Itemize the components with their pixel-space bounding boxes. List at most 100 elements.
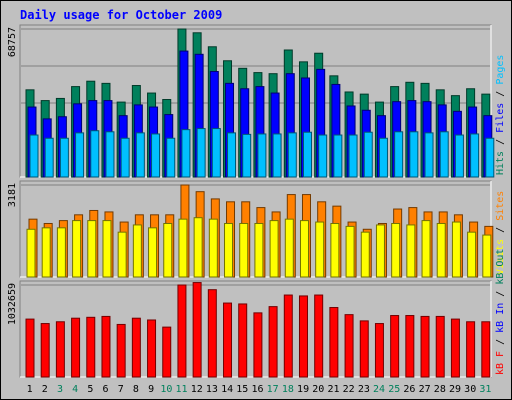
panel-legend: kB F / kB In / kB Out xyxy=(495,249,506,375)
day-label-10: 10 xyxy=(160,384,172,395)
panel-legend: Hits / Files / Pages xyxy=(495,55,506,175)
bar-kb-f-day-21 xyxy=(329,307,339,378)
bar-pages-day-30 xyxy=(470,133,480,178)
bar-pages-day-27 xyxy=(424,132,434,178)
legend-entry: / xyxy=(495,291,506,303)
bar-pages-day-6 xyxy=(105,131,115,178)
bar-kb-f-day-20 xyxy=(314,294,324,378)
legend-entry: Pages xyxy=(495,55,506,91)
bar-pages-day-15 xyxy=(242,133,252,178)
bar-visits-day-11 xyxy=(178,218,188,278)
bar-visits-day-21 xyxy=(330,222,340,278)
bar-kb-f-day-11 xyxy=(177,284,187,378)
day-label-30: 30 xyxy=(464,384,476,395)
bar-kb-f-day-31 xyxy=(481,321,491,378)
bar-pages-day-25 xyxy=(394,131,404,178)
chart-title: Daily usage for October 2009 xyxy=(20,8,222,22)
day-label-22: 22 xyxy=(343,384,355,395)
day-label-12: 12 xyxy=(191,384,203,395)
day-label-18: 18 xyxy=(282,384,294,395)
kbytes-panel: 1032659 kB F / kB In / kB Out xyxy=(7,249,506,378)
day-label-20: 20 xyxy=(312,384,324,395)
bar-visits-day-25 xyxy=(391,222,401,278)
bar-pages-day-3 xyxy=(59,137,69,178)
day-label-3: 3 xyxy=(57,384,63,395)
bar-kb-f-day-7 xyxy=(116,323,126,378)
bar-kb-f-day-24 xyxy=(374,323,384,378)
bar-pages-day-12 xyxy=(196,128,206,178)
bar-visits-day-20 xyxy=(315,221,325,278)
bar-kb-f-day-17 xyxy=(268,306,278,378)
bar-visits-day-9 xyxy=(148,227,158,278)
bar-kb-f-day-19 xyxy=(298,295,308,378)
bar-kb-f-day-1 xyxy=(25,318,35,378)
bar-visits-day-30 xyxy=(467,231,477,278)
day-label-21: 21 xyxy=(327,384,339,395)
legend-entry: kB In xyxy=(495,303,506,339)
bar-kb-f-day-27 xyxy=(420,315,430,378)
day-label-14: 14 xyxy=(221,384,233,395)
hits-files-pages-panel: 68757 Hits / Files / Pages xyxy=(7,24,506,178)
visits-sites-panel: 3181 Visits / Sites xyxy=(7,180,506,278)
bar-kb-f-day-18 xyxy=(283,294,293,378)
bar-pages-day-21 xyxy=(333,134,343,178)
bar-visits-day-7 xyxy=(117,231,127,278)
bar-visits-day-3 xyxy=(56,227,66,278)
bar-kb-f-day-28 xyxy=(435,315,445,378)
bar-kb-f-day-30 xyxy=(466,321,476,378)
bar-pages-day-14 xyxy=(227,132,237,178)
bar-pages-day-29 xyxy=(454,134,464,178)
day-label-13: 13 xyxy=(206,384,218,395)
legend-entry: / xyxy=(495,91,506,103)
bar-kb-f-day-14 xyxy=(223,302,233,378)
day-label-8: 8 xyxy=(133,384,139,395)
bar-kb-f-day-8 xyxy=(131,317,141,378)
panel-legend: Visits / Sites xyxy=(495,191,506,275)
bar-visits-day-23 xyxy=(360,231,370,278)
day-label-25: 25 xyxy=(388,384,400,395)
y-max-label: 3181 xyxy=(7,183,18,207)
bar-kb-f-day-6 xyxy=(101,315,111,378)
day-label-27: 27 xyxy=(419,384,431,395)
bar-pages-day-7 xyxy=(120,137,130,178)
bar-kb-f-day-15 xyxy=(238,303,248,378)
y-max-label: 1032659 xyxy=(7,283,18,325)
bar-pages-day-8 xyxy=(135,132,145,178)
bar-visits-day-1 xyxy=(26,228,36,278)
bar-pages-day-24 xyxy=(378,137,388,178)
bar-kb-f-day-25 xyxy=(390,315,400,378)
day-label-5: 5 xyxy=(87,384,93,395)
bar-pages-day-19 xyxy=(302,131,312,178)
bar-visits-day-14 xyxy=(224,222,234,278)
day-label-26: 26 xyxy=(403,384,415,395)
bar-pages-day-20 xyxy=(318,134,328,178)
day-label-11: 11 xyxy=(176,384,188,395)
bar-kb-f-day-13 xyxy=(207,289,217,378)
bar-visits-day-2 xyxy=(41,227,51,278)
bar-visits-day-26 xyxy=(406,224,416,278)
bar-visits-day-28 xyxy=(436,222,446,278)
bar-kb-f-day-3 xyxy=(55,321,65,378)
bar-pages-day-17 xyxy=(272,133,282,178)
bar-pages-day-26 xyxy=(409,131,419,178)
day-label-16: 16 xyxy=(251,384,263,395)
day-label-15: 15 xyxy=(236,384,248,395)
day-label-17: 17 xyxy=(267,384,279,395)
bar-visits-day-15 xyxy=(239,222,249,278)
bar-visits-day-4 xyxy=(72,220,82,278)
bar-visits-day-10 xyxy=(163,222,173,278)
bar-pages-day-16 xyxy=(257,133,267,178)
bar-pages-day-10 xyxy=(166,137,176,178)
bar-pages-day-4 xyxy=(75,132,85,178)
bar-pages-day-31 xyxy=(485,137,495,178)
bar-visits-day-31 xyxy=(482,234,492,278)
bar-visits-day-22 xyxy=(345,225,355,278)
bar-visits-day-19 xyxy=(299,220,309,278)
day-label-1: 1 xyxy=(27,384,33,395)
day-label-31: 31 xyxy=(479,384,491,395)
day-label-4: 4 xyxy=(72,384,78,395)
day-label-23: 23 xyxy=(358,384,370,395)
bar-pages-day-11 xyxy=(181,129,191,178)
bar-visits-day-5 xyxy=(87,220,97,278)
